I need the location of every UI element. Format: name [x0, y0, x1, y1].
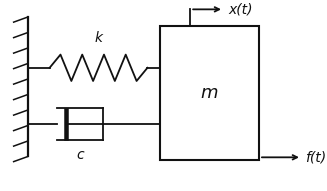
Text: m: m: [201, 84, 218, 102]
Text: c: c: [77, 148, 84, 162]
Text: x(t): x(t): [229, 2, 253, 16]
Polygon shape: [160, 26, 259, 160]
Text: k: k: [95, 31, 103, 45]
Text: f(t): f(t): [305, 150, 326, 164]
